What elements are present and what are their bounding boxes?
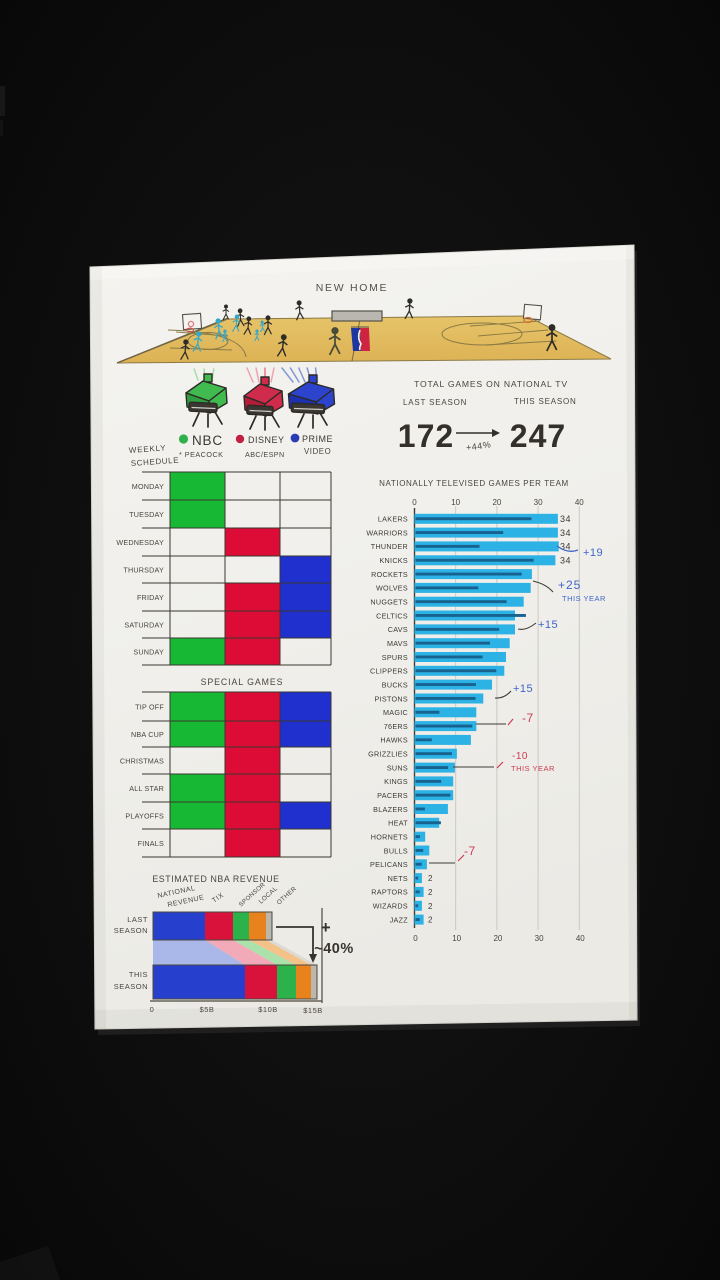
svg-text:PRIME: PRIME <box>302 434 333 444</box>
svg-text:NBC: NBC <box>192 433 223 448</box>
svg-text:HEAT: HEAT <box>388 819 408 828</box>
svg-text:+15: +15 <box>513 683 533 695</box>
svg-text:TOTAL GAMES ON NATIONAL TV: TOTAL GAMES ON NATIONAL TV <box>414 379 568 389</box>
svg-text:2: 2 <box>428 916 433 925</box>
svg-text:10: 10 <box>451 498 460 507</box>
svg-text:FINALS: FINALS <box>138 839 164 848</box>
svg-text:SPECIAL GAMES: SPECIAL GAMES <box>201 677 284 687</box>
svg-text:LAKERS: LAKERS <box>378 515 408 524</box>
svg-text:-10: -10 <box>512 751 528 762</box>
svg-text:WIZARDS: WIZARDS <box>373 902 408 911</box>
svg-text:10: 10 <box>452 934 461 943</box>
svg-text:PLAYOFFS: PLAYOFFS <box>125 812 164 821</box>
svg-text:ABC/ESPN: ABC/ESPN <box>245 450 285 459</box>
svg-text:THIS SEASON: THIS SEASON <box>514 397 577 406</box>
svg-text:SEASON: SEASON <box>114 926 148 935</box>
svg-text:247: 247 <box>510 418 566 454</box>
svg-text:TUESDAY: TUESDAY <box>129 510 164 519</box>
svg-text:KNICKS: KNICKS <box>379 556 408 565</box>
svg-text:SEASON: SEASON <box>114 982 148 991</box>
svg-text:LAST: LAST <box>127 915 148 924</box>
svg-text:BUCKS: BUCKS <box>382 680 408 689</box>
svg-text:THIS YEAR: THIS YEAR <box>562 594 606 603</box>
svg-text:WARRIORS: WARRIORS <box>366 528 408 537</box>
svg-text:+15: +15 <box>538 619 558 631</box>
svg-text:0: 0 <box>150 1005 155 1014</box>
svg-text:THIS YEAR: THIS YEAR <box>511 764 555 773</box>
svg-text:NATIONALLY TELEVISED GAMES PER: NATIONALLY TELEVISED GAMES PER TEAM <box>379 479 569 488</box>
svg-text:34: 34 <box>560 555 571 565</box>
svg-text:+25: +25 <box>558 578 581 592</box>
svg-text:MAVS: MAVS <box>387 639 408 648</box>
svg-text:34: 34 <box>560 542 571 552</box>
svg-text:+44%: +44% <box>465 439 491 452</box>
svg-text:$5B: $5B <box>200 1005 215 1014</box>
svg-text:KINGS: KINGS <box>384 777 408 786</box>
svg-text:SUNDAY: SUNDAY <box>133 648 164 657</box>
svg-text:CLIPPERS: CLIPPERS <box>370 667 408 676</box>
svg-text:NEW HOME: NEW HOME <box>316 282 389 294</box>
svg-text:THIS: THIS <box>129 970 148 979</box>
svg-text:0: 0 <box>412 498 417 507</box>
svg-text:+: + <box>321 918 331 937</box>
svg-text:ESTIMATED NBA REVENUE: ESTIMATED NBA REVENUE <box>152 874 279 884</box>
svg-text:SATURDAY: SATURDAY <box>124 621 164 630</box>
svg-text:BLAZERS: BLAZERS <box>373 805 408 814</box>
svg-text:ROCKETS: ROCKETS <box>371 570 408 579</box>
svg-text:-7: -7 <box>522 711 534 725</box>
svg-text:JAZZ: JAZZ <box>390 915 409 924</box>
svg-text:THUNDER: THUNDER <box>371 542 408 551</box>
svg-text:WEDNESDAY: WEDNESDAY <box>116 538 164 547</box>
svg-text:PELICANS: PELICANS <box>370 860 408 869</box>
svg-text:2: 2 <box>428 874 433 883</box>
svg-text:34: 34 <box>560 514 571 524</box>
svg-text:RAPTORS: RAPTORS <box>371 888 408 897</box>
svg-text:MONDAY: MONDAY <box>132 482 164 491</box>
svg-text:0: 0 <box>413 934 418 943</box>
svg-text:* PEACOCK: * PEACOCK <box>179 450 223 459</box>
svg-text:$15B: $15B <box>303 1006 323 1015</box>
svg-text:SPURS: SPURS <box>382 653 408 662</box>
svg-text:76ERS: 76ERS <box>384 722 408 731</box>
svg-text:40: 40 <box>575 498 584 507</box>
svg-text:LAST SEASON: LAST SEASON <box>403 398 467 407</box>
svg-text:TIP OFF: TIP OFF <box>135 703 164 712</box>
svg-text:DISNEY: DISNEY <box>248 435 285 445</box>
svg-text:PISTONS: PISTONS <box>374 694 408 703</box>
svg-text:PACERS: PACERS <box>377 791 408 800</box>
svg-text:NETS: NETS <box>388 874 408 883</box>
svg-text:HAWKS: HAWKS <box>380 736 408 745</box>
svg-text:FRIDAY: FRIDAY <box>137 593 164 602</box>
svg-text:WEEKLY: WEEKLY <box>129 443 167 455</box>
svg-text:THURSDAY: THURSDAY <box>123 566 164 575</box>
svg-text:CELTICS: CELTICS <box>376 611 408 620</box>
svg-text:WOLVES: WOLVES <box>376 584 408 593</box>
svg-text:SUNS: SUNS <box>387 763 408 772</box>
svg-text:+19: +19 <box>583 547 603 559</box>
svg-text:$10B: $10B <box>258 1005 278 1014</box>
svg-text:ALL STAR: ALL STAR <box>129 784 164 793</box>
svg-text:CAVS: CAVS <box>388 625 408 634</box>
svg-text:30: 30 <box>535 934 544 943</box>
svg-text:HORNETS: HORNETS <box>371 832 408 841</box>
svg-text:40: 40 <box>576 934 585 943</box>
svg-text:20: 20 <box>492 498 501 507</box>
svg-text:CHRISTMAS: CHRISTMAS <box>120 757 164 766</box>
svg-text:20: 20 <box>493 934 502 943</box>
svg-text:2: 2 <box>428 888 433 897</box>
svg-text:2: 2 <box>428 902 433 911</box>
svg-text:34: 34 <box>560 528 571 538</box>
svg-text:MAGIC: MAGIC <box>383 708 408 717</box>
svg-text:-7: -7 <box>464 844 476 858</box>
svg-text:172: 172 <box>398 418 454 454</box>
svg-text:VIDEO: VIDEO <box>304 447 331 456</box>
svg-text:BULLS: BULLS <box>384 846 408 855</box>
svg-text:NBA CUP: NBA CUP <box>131 730 164 739</box>
svg-text:NUGGETS: NUGGETS <box>370 598 408 607</box>
svg-text:SCHEDULE: SCHEDULE <box>131 456 180 468</box>
svg-text:~40%: ~40% <box>314 941 354 957</box>
svg-text:30: 30 <box>534 498 543 507</box>
svg-text:GRIZZLIES: GRIZZLIES <box>368 750 408 759</box>
